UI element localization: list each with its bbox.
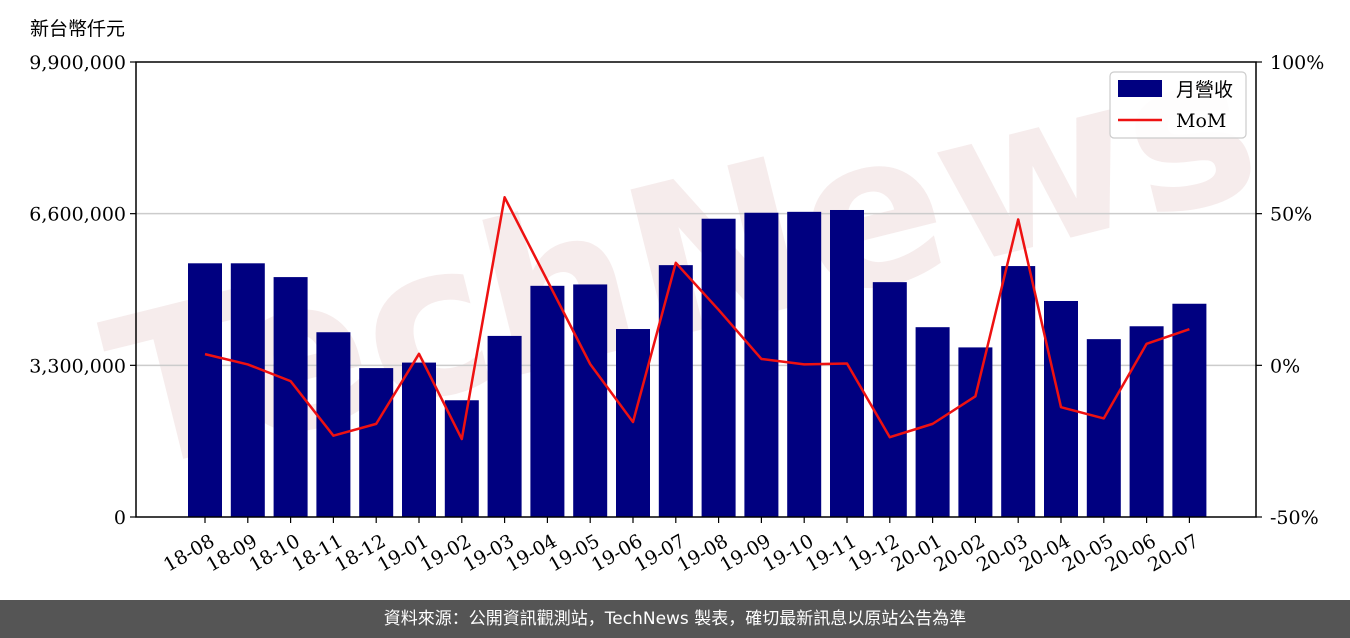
revenue-bar (530, 285, 565, 517)
mom-line-layer (204, 196, 1190, 441)
legend-label-mom: MoM (1176, 110, 1226, 132)
revenue-bar (744, 212, 779, 517)
revenue-bars (188, 209, 1207, 517)
revenue-bar (573, 284, 608, 517)
revenue-bar (230, 263, 265, 517)
left-tick-label: 9,900,000 (29, 52, 126, 74)
right-tick-label: -50% (1270, 507, 1319, 529)
revenue-bar (958, 347, 993, 517)
legend: 月營收 MoM (1109, 71, 1247, 139)
revenue-bar (402, 362, 436, 517)
revenue-chart: TechNews 03,300,0006,600,0009,900,000-50… (29, 0, 1324, 576)
plot-frame (135, 61, 1257, 518)
revenue-bar (359, 368, 394, 517)
left-tick-label: 3,300,000 (29, 355, 126, 377)
legend-label-revenue: 月營收 (1176, 79, 1233, 101)
revenue-bar (1086, 339, 1121, 517)
revenue-bar (1172, 303, 1207, 517)
revenue-bar (1129, 326, 1164, 517)
revenue-bar (1044, 300, 1078, 517)
revenue-bar (444, 400, 479, 517)
source-footer: 資料來源：公開資訊觀測站，TechNews 製表，確切最新訊息以原站公告為準 (0, 600, 1350, 638)
revenue-bar (487, 335, 522, 517)
revenue-bar (701, 218, 736, 517)
revenue-bar (915, 327, 950, 517)
y-axis-unit-label: 新台幣仟元 (30, 18, 126, 40)
right-tick-label: 50% (1270, 204, 1312, 226)
revenue-bar (1001, 266, 1036, 517)
revenue-bar (872, 282, 907, 517)
right-tick-label: 0% (1270, 355, 1300, 377)
right-tick-label: 100% (1270, 52, 1324, 74)
revenue-bar (188, 263, 222, 517)
mom-line (204, 196, 1190, 441)
left-tick-label: 0 (114, 507, 126, 529)
revenue-bar (316, 332, 351, 517)
left-tick-label: 6,600,000 (29, 204, 126, 226)
legend-bar-swatch (1118, 80, 1162, 97)
x-tick-label: 20-07 (1144, 530, 1202, 576)
